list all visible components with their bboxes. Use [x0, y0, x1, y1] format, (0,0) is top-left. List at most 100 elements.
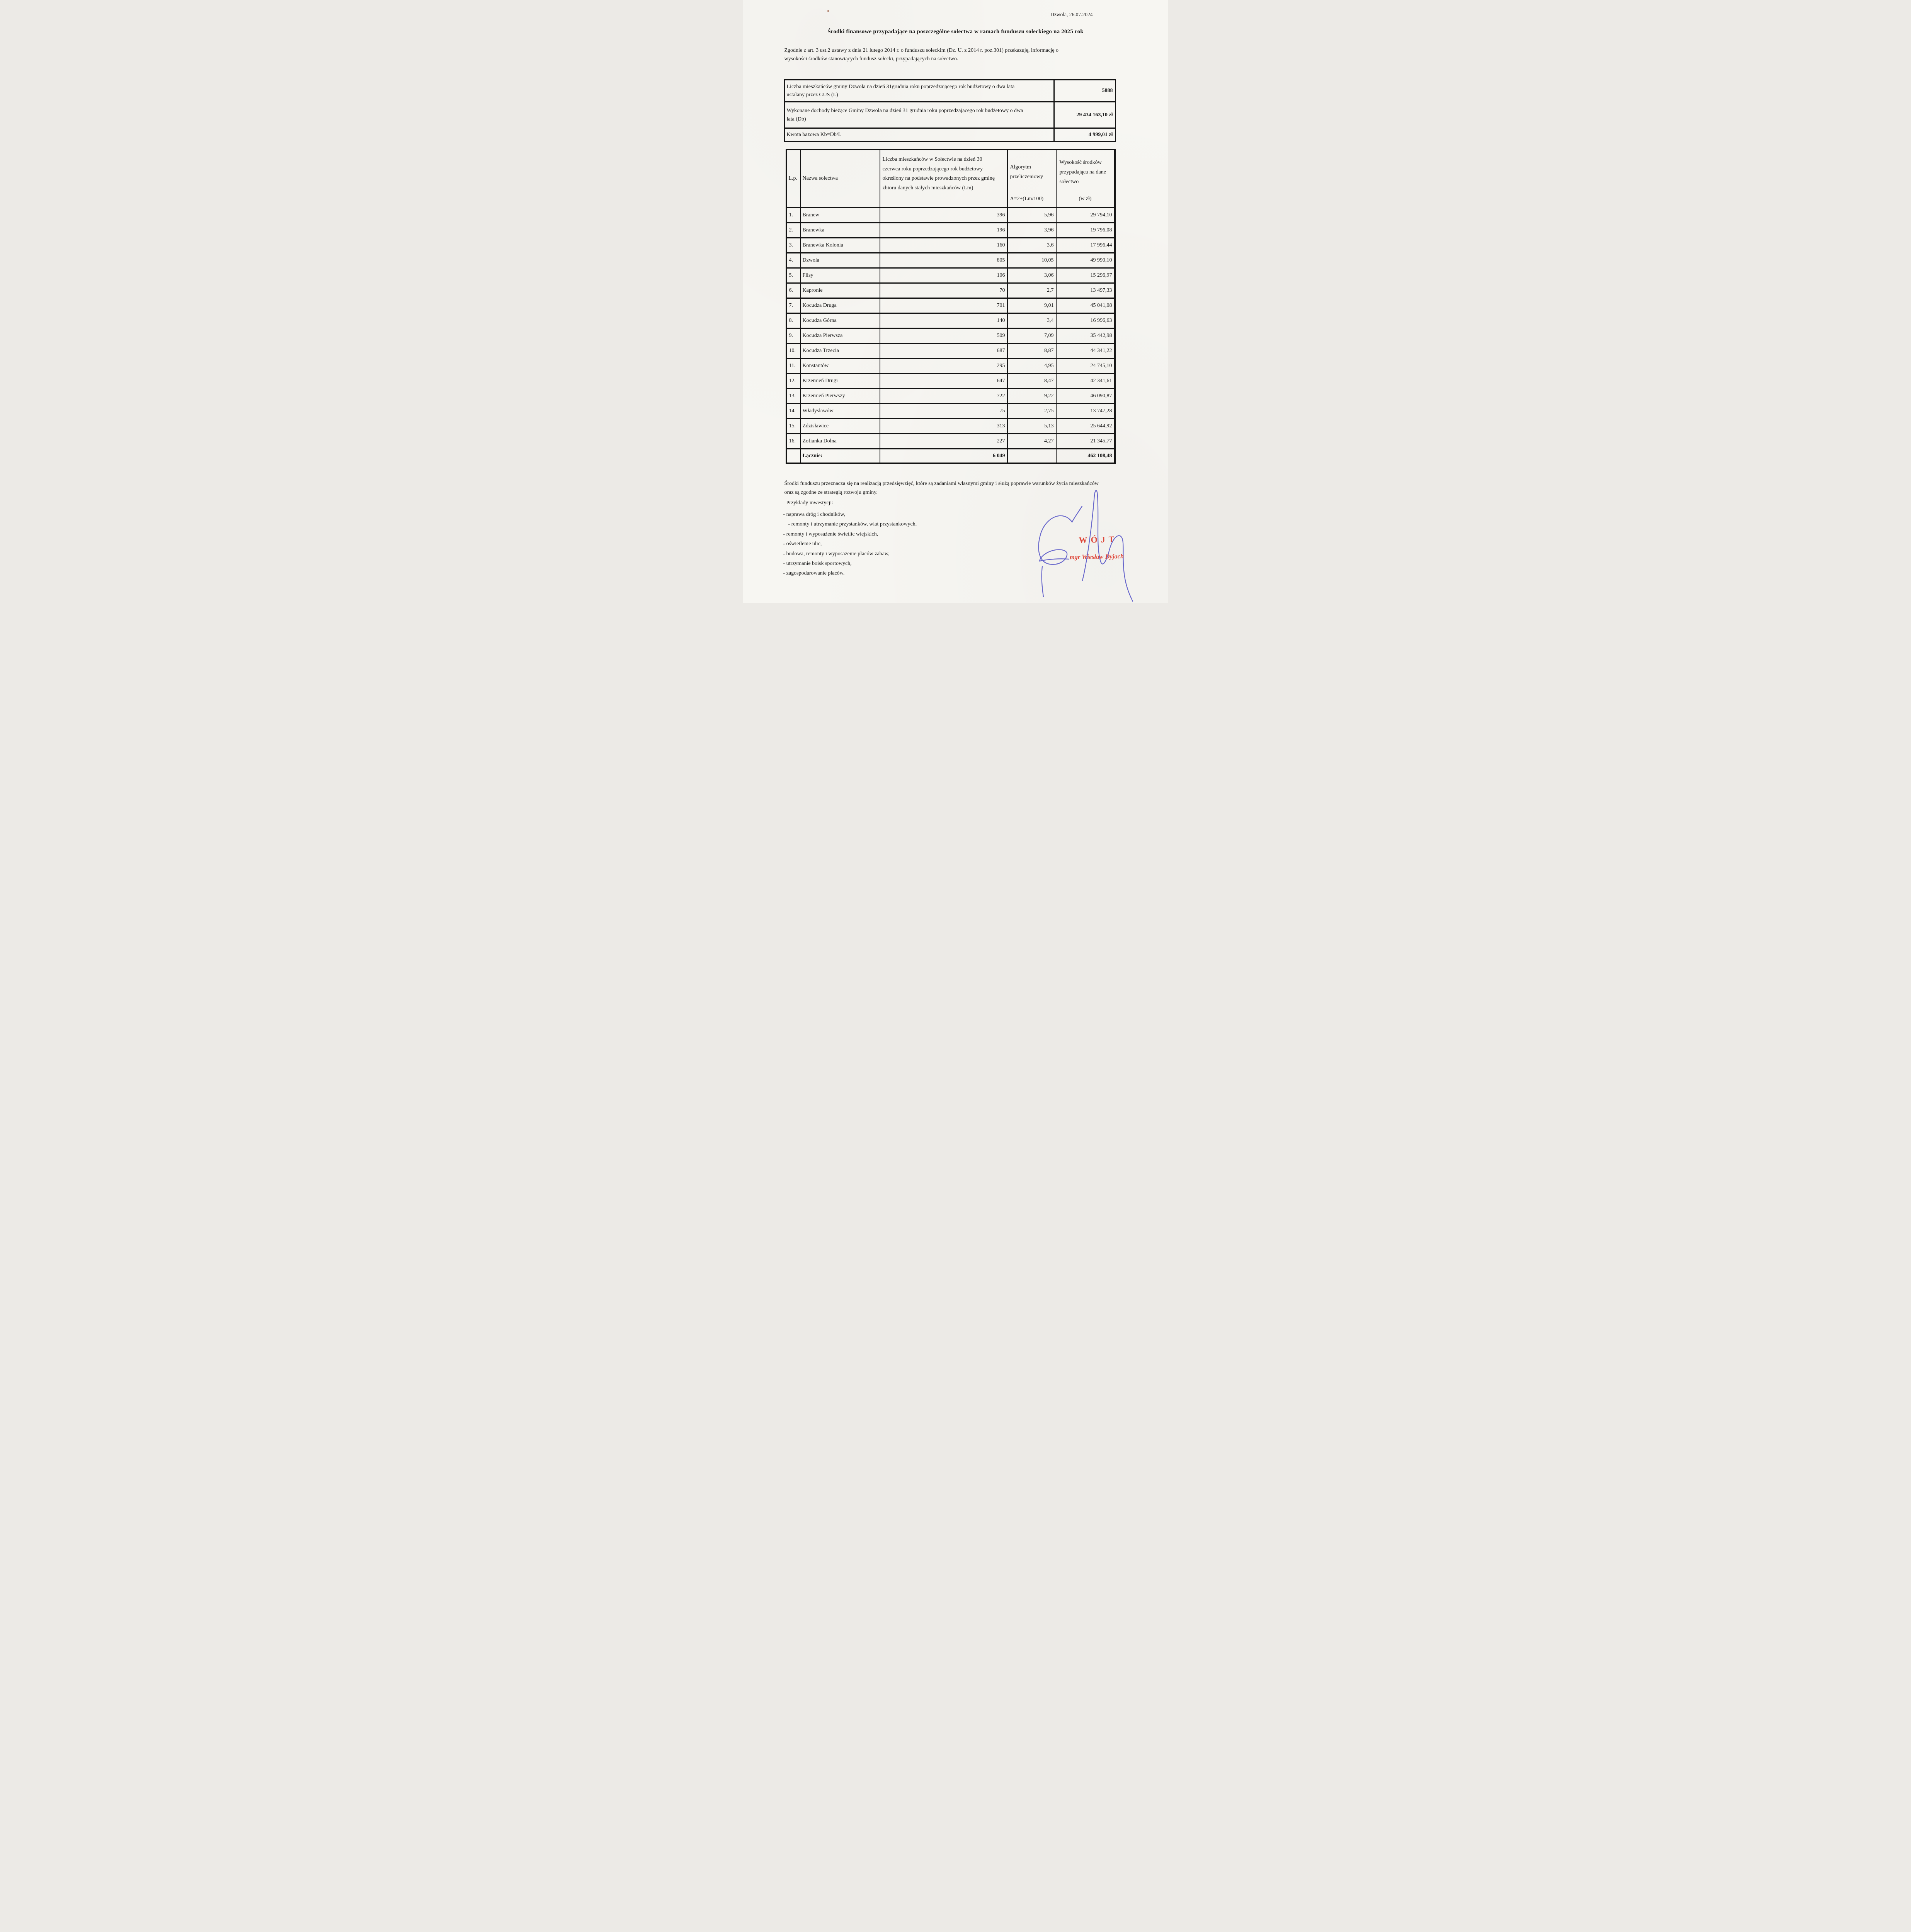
list-item: - naprawa dróg i chodników, — [783, 512, 845, 517]
row-population: 805 — [879, 252, 1008, 269]
row-amount: 42 341,61 — [1055, 372, 1115, 389]
row-algorithm: 3,6 — [1007, 237, 1057, 253]
header-name: Nazwa sołectwa — [800, 149, 880, 208]
examples-heading: Przykłady inwestycji: — [786, 500, 834, 506]
summary-value: 4 999,01 zł — [1053, 128, 1116, 142]
row-population: 647 — [879, 372, 1008, 389]
summary-row: Wykonane dochody bieżące Gminy Dzwola na… — [783, 101, 1116, 129]
date-line: Dzwola, 26.07.2024 — [1050, 12, 1093, 17]
row-algorithm: 9,01 — [1007, 297, 1057, 314]
row-population: 75 — [879, 403, 1008, 419]
row-name: Krzemień Pierwszy — [800, 388, 880, 404]
row-amount: 35 442,98 — [1055, 327, 1115, 344]
list-item: - budowa, remonty i wyposażenie placów z… — [783, 551, 890, 557]
summary-label: Wykonane dochody bieżące Gminy Dzwola na… — [783, 101, 1055, 129]
table-row: 11. Konstantów 295 4,95 24 745,10 — [786, 357, 1115, 374]
row-lp: 2. — [786, 222, 801, 238]
table-row: 9. Kocudza Pierwsza 509 7,09 35 442,98 — [786, 327, 1115, 344]
total-population: 6 049 — [879, 448, 1008, 464]
row-lp: 14. — [786, 403, 801, 419]
row-name: Zofianka Dolna — [800, 433, 880, 449]
row-name: Branewka — [800, 222, 880, 238]
list-item: - zagospodarowanie placów. — [783, 570, 845, 577]
header-population: Liczba mieszkańców w Sołectwie na dzień … — [879, 149, 1008, 208]
scan-speck — [827, 10, 829, 12]
table-row: 14. Władysławów 75 2,75 13 747,28 — [786, 403, 1115, 419]
row-algorithm: 10,05 — [1007, 252, 1057, 269]
table-row: 12. Krzemień Drugi 647 8,47 42 341,61 — [786, 372, 1115, 389]
table-row: 10. Kocudza Trzecia 687 8,87 44 341,22 — [786, 342, 1115, 359]
row-lp: 7. — [786, 297, 801, 314]
row-amount: 45 041,08 — [1055, 297, 1115, 314]
table-header-row: L.p. Nazwa sołectwa Liczba mieszkańców w… — [786, 149, 1115, 208]
row-amount: 19 796,08 — [1055, 222, 1115, 238]
row-population: 722 — [879, 388, 1008, 404]
row-lp: 4. — [786, 252, 801, 269]
header-amount: Wysokość środków przypadająca na dane so… — [1055, 149, 1115, 208]
header-amount-label: Wysokość środków przypadająca na dane so… — [1059, 159, 1106, 185]
row-population: 687 — [879, 342, 1008, 359]
total-row: Łącznie: 6 049 462 108,48 — [786, 448, 1115, 464]
table-row: 8. Kocudza Górna 140 3,4 16 996,63 — [786, 312, 1115, 329]
row-algorithm: 4,95 — [1007, 357, 1057, 374]
table-row: 13. Krzemień Pierwszy 722 9,22 46 090,87 — [786, 388, 1115, 404]
table-row: 15. Zdzisławice 313 5,13 25 644,92 — [786, 418, 1115, 434]
row-amount: 29 794,10 — [1055, 207, 1115, 223]
signature-area: WÓJT mgr Wiesław Dyjach — [1023, 483, 1151, 603]
summary-row: Kwota bazowa Kb=Db/L 4 999,01 zł — [783, 128, 1116, 142]
row-lp: 10. — [786, 342, 801, 359]
row-amount: 13 497,33 — [1055, 282, 1115, 299]
row-algorithm: 3,4 — [1007, 312, 1057, 329]
row-lp: 1. — [786, 207, 801, 223]
table-row: 7. Kocudza Druga 701 9,01 45 041,08 — [786, 297, 1115, 314]
row-population: 70 — [879, 282, 1008, 299]
table-row: 6. Kapronie 70 2,7 13 497,33 — [786, 282, 1115, 299]
row-amount: 15 296,97 — [1055, 267, 1115, 284]
table-row: 5. Flisy 106 3,06 15 296,97 — [786, 267, 1115, 284]
header-lp: L.p. — [786, 149, 801, 208]
row-lp: 13. — [786, 388, 801, 404]
row-name: Flisy — [800, 267, 880, 284]
row-algorithm: 7,09 — [1007, 327, 1057, 344]
row-lp: 9. — [786, 327, 801, 344]
row-algorithm: 8,47 — [1007, 372, 1057, 389]
row-name: Kapronie — [800, 282, 880, 299]
row-name: Kocudza Górna — [800, 312, 880, 329]
table-row: 4. Dzwola 805 10,05 49 990,10 — [786, 252, 1115, 269]
list-item: - utrzymanie boisk sportowych, — [783, 561, 852, 567]
table-row: 3. Branewka Kolonia 160 3,6 17 996,44 — [786, 237, 1115, 253]
summary-label: Kwota bazowa Kb=Db/L — [783, 128, 1055, 142]
row-name: Władysławów — [800, 403, 880, 419]
row-name: Branew — [800, 207, 880, 223]
row-lp: 12. — [786, 372, 801, 389]
row-name: Branewka Kolonia — [800, 237, 880, 253]
solectwa-table: L.p. Nazwa sołectwa Liczba mieszkańców w… — [785, 149, 1116, 464]
row-lp: 15. — [786, 418, 801, 434]
row-amount: 21 345,77 — [1055, 433, 1115, 449]
row-amount: 16 996,63 — [1055, 312, 1115, 329]
row-population: 701 — [879, 297, 1008, 314]
row-algorithm: 3,96 — [1007, 222, 1057, 238]
row-population: 160 — [879, 237, 1008, 253]
row-lp: 3. — [786, 237, 801, 253]
header-algorithm-label: Algorytm przeliczeniowy — [1010, 164, 1043, 180]
row-name: Kocudza Druga — [800, 297, 880, 314]
total-lp-cell — [786, 448, 801, 464]
row-lp: 11. — [786, 357, 801, 374]
row-amount: 44 341,22 — [1055, 342, 1115, 359]
row-population: 140 — [879, 312, 1008, 329]
row-algorithm: 4,27 — [1007, 433, 1057, 449]
summary-row: Liczba mieszkańców gminy Dzwola na dzień… — [783, 79, 1116, 102]
summary-value: 29 434 163,10 zł — [1053, 101, 1116, 129]
row-population: 227 — [879, 433, 1008, 449]
row-lp: 16. — [786, 433, 801, 449]
row-amount: 25 644,92 — [1055, 418, 1115, 434]
row-algorithm: 9,22 — [1007, 388, 1057, 404]
row-amount: 13 747,28 — [1055, 403, 1115, 419]
list-item: - remonty i wyposażenie świetlic wiejski… — [783, 531, 878, 537]
document-page: Dzwola, 26.07.2024 Środki finansowe przy… — [743, 0, 1168, 603]
row-amount: 24 745,10 — [1055, 357, 1115, 374]
row-lp: 6. — [786, 282, 801, 299]
header-algorithm-formula: A=2+(Lm/100) — [1010, 196, 1044, 202]
list-item: - remonty i utrzymanie przystanków, wiat… — [788, 521, 917, 527]
